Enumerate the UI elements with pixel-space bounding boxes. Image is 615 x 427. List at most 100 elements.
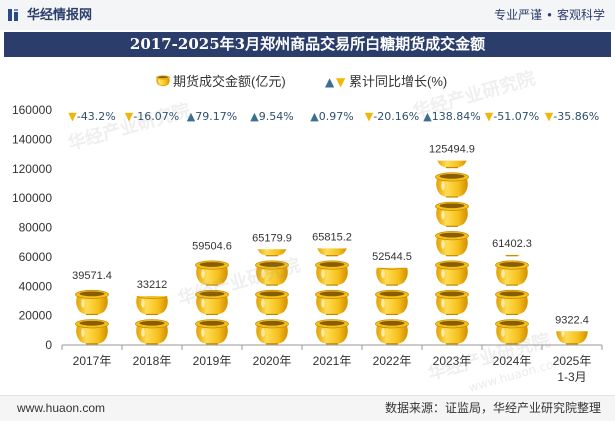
x-tick-label-line: 2018年	[133, 354, 172, 368]
site-header: 华经情报网 专业严谨 ● 客观科学	[0, 0, 615, 30]
up-triangle-icon: ▲	[325, 75, 335, 89]
x-tick-label: 2017年	[73, 354, 112, 368]
down-triangle-icon: ▼	[68, 110, 77, 123]
value-label: 39571.4	[72, 270, 112, 282]
growth-label: ▼-43.2%	[68, 110, 115, 123]
gold-pot-icon	[135, 296, 169, 316]
x-tick-label: 2021年	[313, 354, 352, 368]
amount-bar-6	[435, 160, 469, 345]
value-label: 33212	[137, 279, 168, 291]
legend-label-growth: 累计同比增长(%)	[349, 74, 447, 89]
gold-pot-icon	[375, 289, 409, 316]
growth-label: ▼-35.86%	[545, 110, 599, 123]
value-label: 59504.6	[192, 241, 232, 253]
growth-label-row: ▼-43.2% ▼-16.07% ▲79.17% ▲9.54% ▲0.97% ▼-20.1…	[68, 110, 599, 123]
up-triangle-icon: ▲	[423, 110, 432, 123]
y-tick-label: 40000	[19, 279, 53, 293]
y-tick-label: 140000	[12, 132, 52, 146]
y-tick-label: 0	[45, 338, 52, 352]
amount-bar-5	[375, 267, 409, 345]
y-tick-label: 60000	[19, 250, 53, 264]
amount-bar-1	[135, 296, 169, 345]
growth-label: ▲9.54%	[250, 110, 293, 123]
gold-pot-icon	[495, 260, 529, 287]
value-label: 65179.9	[252, 232, 292, 244]
amount-bar-0	[75, 289, 109, 345]
value-label: 52544.5	[372, 251, 412, 263]
gold-pot-icon	[435, 260, 469, 287]
tagline: 专业严谨 ● 客观科学	[494, 7, 605, 23]
gold-pot-icon	[435, 319, 469, 345]
footer: www.huaon.com 数据来源：证监局，华经产业研究院整理	[0, 395, 615, 421]
chart-title: 2017-2025年3月郑州商品交易所白糖期货成交金额	[129, 35, 486, 53]
growth-label: ▼-16.07%	[125, 110, 179, 123]
value-label: 9322.4	[555, 314, 589, 326]
title-bar: 2017-2025年3月郑州商品交易所白糖期货成交金额	[4, 32, 611, 57]
down-triangle-icon: ▼	[545, 110, 554, 123]
gold-pot-icon	[315, 319, 349, 345]
x-tick-label-line: 2020年	[253, 354, 292, 368]
x-tick-label: 2023年	[433, 354, 472, 368]
down-triangle-icon: ▼	[485, 110, 494, 123]
growth-value: -20.16%	[373, 110, 419, 123]
growth-value: 79.17%	[195, 110, 237, 123]
x-tick-label: 2022年	[373, 354, 412, 368]
gold-pot-icon	[75, 289, 109, 316]
gold-pot-icon	[75, 319, 109, 345]
growth-label: ▲138.84%	[423, 110, 480, 123]
value-label: 125494.9	[429, 144, 475, 156]
down-triangle-icon: ▼	[125, 110, 134, 123]
x-tick-label-line: 2024年	[493, 354, 532, 368]
value-labels: 39571.4 33212 59504.6 65179.9 65815.2 52544.5…	[72, 144, 589, 327]
x-tick-label-line: 2023年	[433, 354, 472, 368]
growth-value: 138.84%	[432, 110, 481, 123]
value-label: 61402.3	[492, 238, 532, 250]
x-tick-label: 2018年	[133, 354, 172, 368]
x-tick-label-line: 2019年	[193, 354, 232, 368]
growth-value: 0.97%	[319, 110, 354, 123]
brand-name: 华经情报网	[27, 7, 93, 22]
amount-bar-3	[255, 249, 289, 345]
down-triangle-icon: ▼	[336, 75, 346, 89]
growth-value: -51.07%	[493, 110, 539, 123]
tagline-right: 客观科学	[556, 8, 605, 22]
up-triangle-icon: ▲	[310, 110, 319, 123]
growth-value: -16.07%	[133, 110, 179, 123]
y-tick-label: 80000	[19, 221, 53, 235]
x-tick-label: 2024年	[493, 354, 532, 368]
y-tick-label: 100000	[12, 191, 52, 205]
x-tick-label: 2025年 1-3月	[553, 354, 592, 384]
legend: 期货成交金额(亿元) ▲ ▼ 累计同比增长(%)	[155, 74, 447, 89]
gold-pot-icon	[435, 201, 469, 228]
gold-pot-icon	[495, 289, 529, 316]
y-axis: 0 20000 40000 60000 80000 100000 120000 140000 1…	[12, 103, 52, 352]
gold-pot-icon	[195, 319, 229, 345]
growth-label: ▲0.97%	[310, 110, 353, 123]
growth-value: -43.2%	[77, 110, 116, 123]
x-tick-label-line: 2025年	[553, 354, 592, 368]
footer-data-source: 数据来源：证监局，华经产业研究院整理	[384, 401, 601, 415]
gold-pot-icon	[315, 260, 349, 287]
gold-pot-icon	[255, 289, 289, 316]
growth-label: ▼-20.16%	[365, 110, 419, 123]
growth-label: ▼-51.07%	[485, 110, 539, 123]
legend-item-growth: ▲ ▼ 累计同比增长(%)	[325, 74, 447, 89]
growth-label: ▲79.17%	[187, 110, 237, 123]
y-tick-label: 160000	[12, 103, 52, 117]
x-tick-label-line: 1-3月	[557, 370, 586, 384]
gold-pot-icon	[135, 319, 169, 345]
y-tick-label: 20000	[19, 309, 53, 323]
x-tick-label: 2020年	[253, 354, 292, 368]
legend-item-amount: 期货成交金额(亿元)	[155, 74, 286, 89]
x-tick-label-line: 2022年	[373, 354, 412, 368]
logo-icon	[8, 9, 18, 21]
gold-pot-icon	[155, 75, 171, 87]
gold-pot-icon	[255, 319, 289, 345]
footer-site-url: www.huaon.com	[17, 401, 106, 415]
x-tick-label: 2019年	[193, 354, 232, 368]
x-tick-label-line: 2021年	[313, 354, 352, 368]
gold-pot-icon	[315, 289, 349, 316]
growth-value: -35.86%	[553, 110, 599, 123]
gold-pot-icon	[375, 267, 409, 287]
down-triangle-icon: ▼	[365, 110, 374, 123]
